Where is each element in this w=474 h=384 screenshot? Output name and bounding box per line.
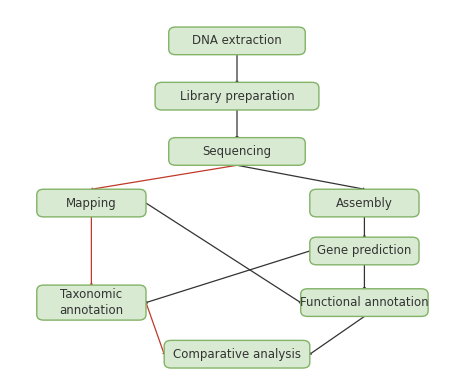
FancyBboxPatch shape [169, 137, 305, 165]
FancyBboxPatch shape [310, 237, 419, 265]
Text: Taxonomic
annotation: Taxonomic annotation [59, 288, 123, 317]
Text: Mapping: Mapping [66, 197, 117, 210]
FancyBboxPatch shape [301, 289, 428, 316]
Text: Comparative analysis: Comparative analysis [173, 348, 301, 361]
FancyBboxPatch shape [155, 82, 319, 110]
Text: Gene prediction: Gene prediction [317, 245, 411, 258]
Text: Functional annotation: Functional annotation [300, 296, 428, 309]
FancyBboxPatch shape [37, 189, 146, 217]
FancyBboxPatch shape [310, 189, 419, 217]
FancyBboxPatch shape [169, 27, 305, 55]
Text: DNA extraction: DNA extraction [192, 34, 282, 47]
Text: Library preparation: Library preparation [180, 89, 294, 103]
FancyBboxPatch shape [164, 340, 310, 368]
Text: Sequencing: Sequencing [202, 145, 272, 158]
FancyBboxPatch shape [37, 285, 146, 320]
Text: Assembly: Assembly [336, 197, 393, 210]
